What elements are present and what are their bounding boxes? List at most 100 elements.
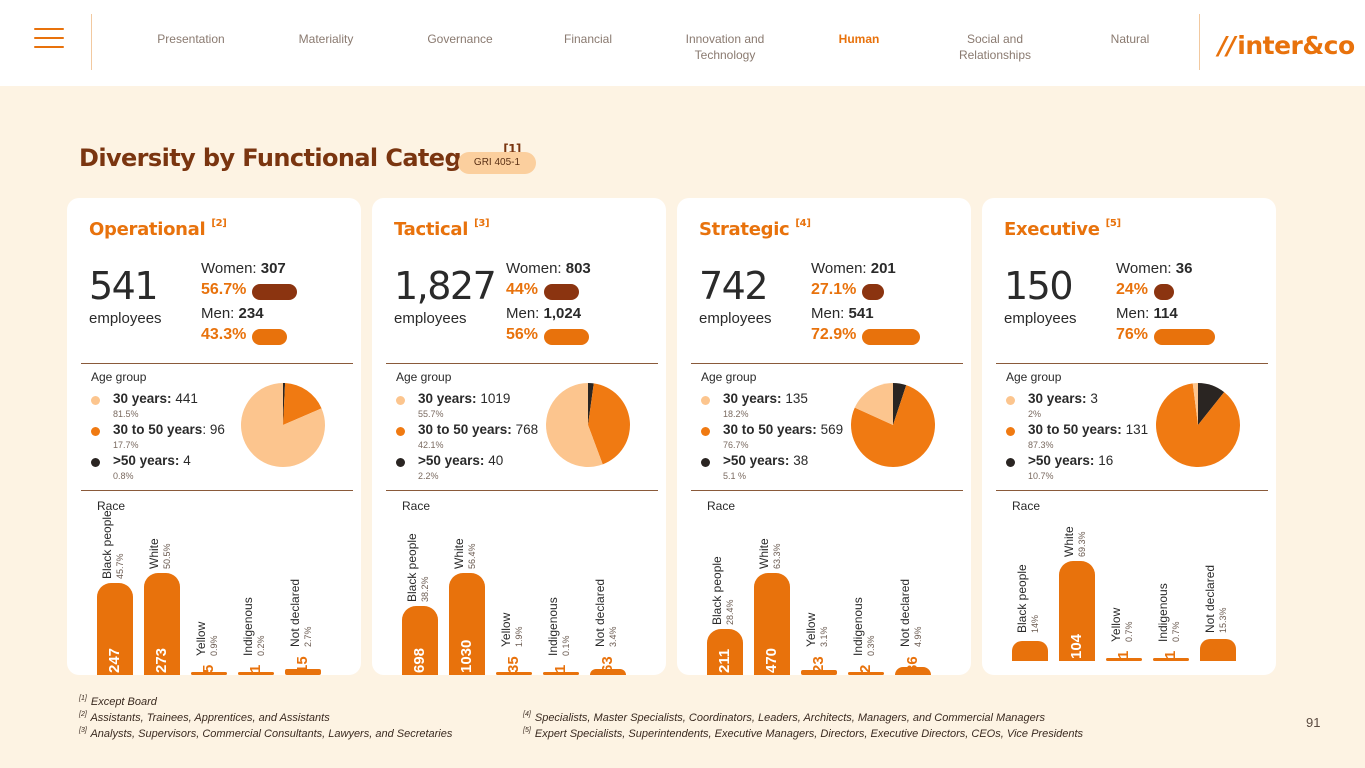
women-count: Women: 201 <box>811 260 896 277</box>
race-percent: 3.1% <box>819 626 829 647</box>
card-operational: Operational [2] 541 employees Women: 307 56.… <box>67 198 361 675</box>
race-name: White <box>1062 526 1076 557</box>
age-legend-dot <box>1006 458 1015 467</box>
divider <box>996 490 1268 491</box>
divider <box>996 363 1268 364</box>
menu-icon[interactable] <box>34 28 64 54</box>
age-group-percent: 2.2% <box>418 471 439 481</box>
race-count: 21 <box>1021 642 1038 659</box>
employees-label: employees <box>1004 310 1077 327</box>
nav-item-governance[interactable]: Governance <box>427 32 493 46</box>
pie-slice <box>893 383 907 425</box>
nav-item-natural[interactable]: Natural <box>1110 32 1150 46</box>
age-legend-dot <box>701 427 710 436</box>
age-group-percent: 55.7% <box>418 409 444 419</box>
women-label: Women: <box>1116 260 1172 277</box>
race-count: 1 <box>552 664 569 673</box>
nav-item-financial[interactable]: Financial <box>563 32 613 46</box>
age-group-percent: 18.2% <box>723 409 749 419</box>
women-count: Women: 307 <box>201 260 286 277</box>
pie-slice <box>854 383 893 425</box>
footnote: [5] Expert Specialists, Superintendents,… <box>523 727 1083 740</box>
race-name: Yellow <box>1109 607 1123 642</box>
age-group-item: 30 to 50 years: 569 <box>723 422 843 437</box>
men-label: Men: <box>506 305 540 322</box>
race-label-text: Black people 28.4% <box>710 556 737 626</box>
employees-label: employees <box>394 310 467 327</box>
card-title-text: Executive <box>1004 219 1100 240</box>
age-group-name: >50 years: <box>113 453 180 468</box>
men-value: 114 <box>1153 305 1178 322</box>
age-group-percent: 0.8% <box>113 471 134 481</box>
race-name: Not declared <box>593 578 607 647</box>
race-label-text: White 56.4% <box>452 538 479 569</box>
age-group-label: Age group <box>396 370 452 384</box>
men-percent: 72.9% <box>811 326 857 343</box>
race-name: Indigenous <box>241 597 255 656</box>
footnote-text: Assistants, Trainees, Apprentices, and A… <box>90 712 330 724</box>
divider <box>386 363 658 364</box>
race-bar <box>895 667 931 675</box>
race-count: 1030 <box>458 639 475 673</box>
race-name: Black people <box>710 556 724 626</box>
divider <box>386 490 658 491</box>
race-percent: 3.4% <box>608 626 618 647</box>
age-group-name: 30 years: <box>723 391 782 406</box>
race-bar <box>1106 658 1142 661</box>
race-percent: 0.7% <box>1124 621 1134 642</box>
race-label-text: Not declared 2.7% <box>288 578 315 647</box>
race-percent: 63.3% <box>772 543 782 569</box>
race-count: 5 <box>200 664 217 673</box>
nav-item-innovation[interactable]: Innovation and Technology <box>685 32 765 62</box>
race-name: Not declared <box>288 578 302 647</box>
race-label-text: Black people 38.2% <box>405 533 432 602</box>
nav-item-materiality[interactable]: Materiality <box>298 32 354 46</box>
age-group-name: 30 years: <box>113 391 172 406</box>
age-pie-chart <box>1156 383 1240 467</box>
age-group-percent: 42.1% <box>418 440 444 450</box>
nav-item-presentation[interactable]: Presentation <box>157 32 225 46</box>
women-bar <box>862 284 884 300</box>
age-group-label: Age group <box>91 370 147 384</box>
pie-slice <box>283 383 286 425</box>
race-bar-chart: 21 Black people 14% 104 White 69.3% 1 Yellow 0.7… <box>982 498 1276 675</box>
inter-co-logo[interactable]: //inter&co <box>1218 31 1355 60</box>
race-percent: 28.4% <box>725 599 735 626</box>
total-employees: 1,827 <box>394 264 497 308</box>
age-group-percent: 2% <box>1028 409 1042 419</box>
age-legend-dot <box>1006 427 1015 436</box>
pie-slice <box>1192 383 1198 425</box>
race-bar <box>144 573 180 675</box>
men-value: 234 <box>238 305 264 322</box>
card-title: Tactical [3] <box>394 218 490 240</box>
age-group-label: Age group <box>701 370 757 384</box>
age-legend-dot <box>91 458 100 467</box>
footnote-text: Except Board <box>90 696 157 708</box>
women-label: Women: <box>811 260 867 277</box>
race-percent: 0.3% <box>866 635 876 656</box>
age-legend-dot <box>1006 396 1015 405</box>
race-count: 470 <box>763 647 780 673</box>
race-count: 273 <box>153 647 170 673</box>
men-bar <box>862 329 921 345</box>
nav-item-social[interactable]: Social and Relationships <box>958 32 1032 62</box>
race-percent: 4.9% <box>913 626 923 647</box>
gri-badge[interactable]: GRI 405-1 <box>458 152 536 174</box>
race-bar <box>707 629 743 675</box>
women-bar <box>1154 284 1174 300</box>
men-value: 1,024 <box>543 305 582 322</box>
age-group-name: 30 years: <box>1028 391 1087 406</box>
age-group-count: 1019 <box>480 391 511 406</box>
race-bar <box>402 605 438 675</box>
race-label-text: White 69.3% <box>1062 526 1089 557</box>
women-label: Women: <box>506 260 562 277</box>
race-percent: 0.2% <box>256 635 266 656</box>
men-count: Men: 541 <box>811 305 874 322</box>
race-bar <box>97 582 133 675</box>
age-group-item: 30 years: 441 <box>113 391 198 406</box>
women-percent: 44% <box>506 281 539 298</box>
nav-divider <box>91 14 92 70</box>
race-count: 15 <box>294 656 311 673</box>
age-legend-dot <box>91 396 100 405</box>
nav-item-human[interactable]: Human <box>838 32 880 46</box>
